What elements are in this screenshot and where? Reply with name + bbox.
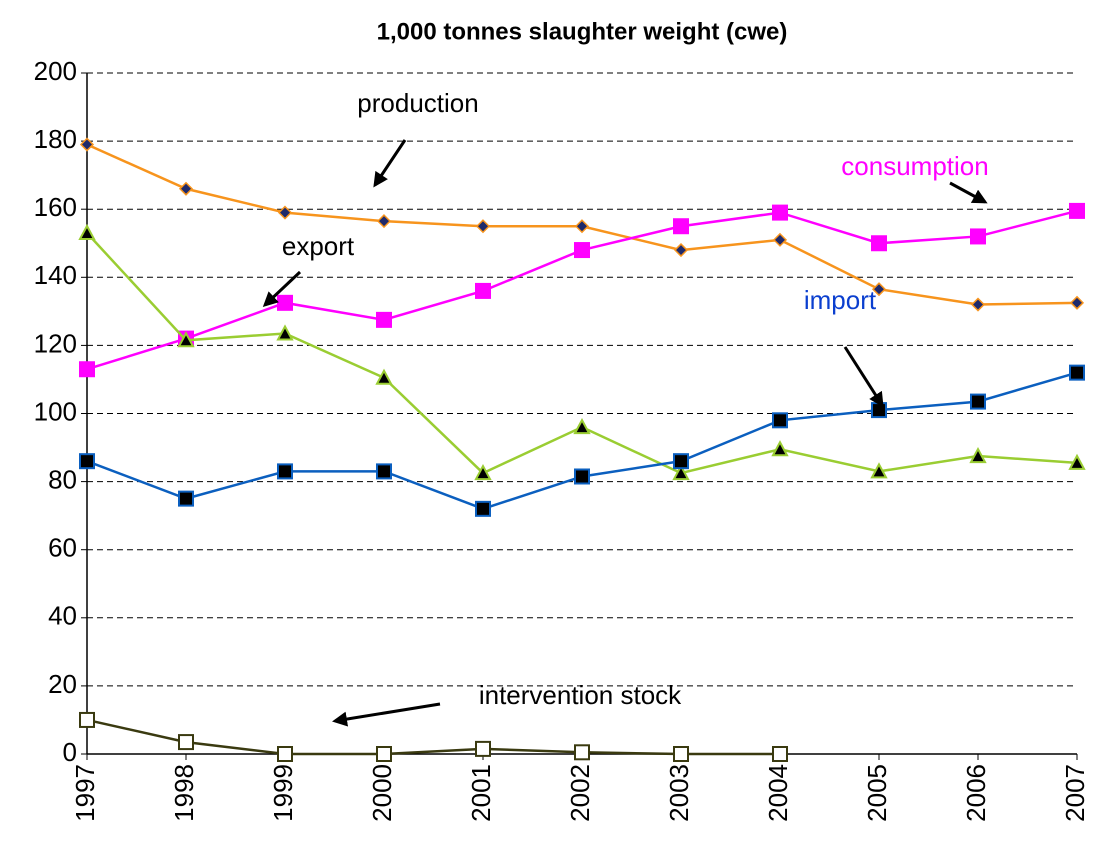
marker	[277, 294, 293, 311]
marker	[772, 412, 788, 429]
marker	[673, 218, 689, 235]
marker	[276, 324, 294, 341]
marker	[871, 402, 887, 419]
marker	[277, 205, 293, 220]
marker	[970, 228, 986, 245]
marker	[673, 746, 689, 762]
marker	[376, 746, 392, 762]
marker	[870, 462, 888, 479]
marker	[277, 463, 293, 480]
x-tick-label: 2003	[664, 764, 694, 822]
marker	[475, 219, 491, 234]
series-line	[86, 232, 1078, 475]
marker	[574, 468, 590, 485]
marker	[574, 219, 590, 234]
x-tick-label: 1998	[169, 764, 199, 822]
marker	[375, 368, 393, 385]
y-tick-label: 0	[63, 737, 77, 767]
marker	[79, 361, 95, 378]
annotation-arrow	[262, 270, 302, 308]
y-tick-label: 180	[34, 124, 77, 154]
marker	[574, 744, 590, 761]
y-tick-label: 200	[34, 56, 77, 86]
marker	[1069, 295, 1085, 310]
marker	[772, 204, 788, 221]
marker	[79, 711, 95, 728]
marker	[178, 734, 194, 751]
marker	[475, 500, 491, 517]
y-tick-label: 120	[34, 328, 77, 358]
marker	[1069, 364, 1085, 381]
marker	[1068, 453, 1086, 470]
marker	[969, 446, 987, 464]
marker	[574, 242, 590, 259]
x-tick-label: 2000	[367, 764, 397, 822]
annotation: consumption	[841, 151, 988, 181]
x-tick-label: 2006	[961, 764, 991, 822]
marker	[475, 282, 491, 299]
annotation: import	[804, 285, 877, 315]
marker	[178, 490, 194, 507]
marker	[871, 282, 887, 297]
y-tick-label: 40	[48, 601, 77, 631]
series-line	[86, 371, 1078, 511]
marker	[673, 242, 689, 258]
marker	[771, 440, 789, 457]
marker	[79, 137, 95, 152]
y-tick-label: 140	[34, 260, 77, 290]
y-tick-label: 160	[34, 192, 77, 222]
annotation: production	[357, 88, 478, 118]
marker	[376, 214, 392, 229]
series-line	[86, 718, 780, 756]
annotation-arrow	[843, 346, 884, 408]
x-tick-label: 2005	[862, 764, 892, 822]
marker	[79, 453, 95, 470]
y-tick-label: 20	[48, 669, 77, 699]
marker	[673, 453, 689, 470]
y-tick-label: 100	[34, 396, 77, 426]
y-tick-label: 80	[48, 464, 77, 494]
annotation-arrow	[373, 139, 407, 188]
x-tick-label: 2007	[1060, 764, 1090, 822]
x-tick-label: 1999	[268, 764, 298, 822]
x-tick-label: 2002	[565, 764, 595, 822]
marker	[376, 311, 392, 328]
marker	[376, 463, 392, 480]
x-tick-label: 2004	[763, 764, 793, 822]
marker	[78, 223, 96, 241]
annotation-arrow	[332, 702, 441, 727]
marker	[970, 393, 986, 410]
marker	[475, 740, 491, 757]
marker	[871, 235, 887, 252]
marker	[178, 181, 194, 196]
marker	[474, 463, 492, 481]
marker	[277, 746, 293, 762]
marker	[772, 746, 788, 762]
marker	[177, 331, 195, 348]
marker	[772, 232, 788, 247]
chart-title: 1,000 tonnes slaughter weight (cwe)	[377, 18, 788, 45]
marker	[573, 418, 591, 435]
y-tick-label: 60	[48, 533, 77, 563]
annotation: export	[282, 231, 355, 261]
marker	[672, 463, 690, 481]
annotation-arrow	[949, 181, 988, 204]
x-tick-label: 1997	[70, 764, 100, 822]
x-tick-label: 2001	[466, 764, 496, 822]
annotation: intervention stock	[479, 680, 682, 710]
marker	[970, 297, 986, 312]
marker	[1069, 202, 1085, 219]
